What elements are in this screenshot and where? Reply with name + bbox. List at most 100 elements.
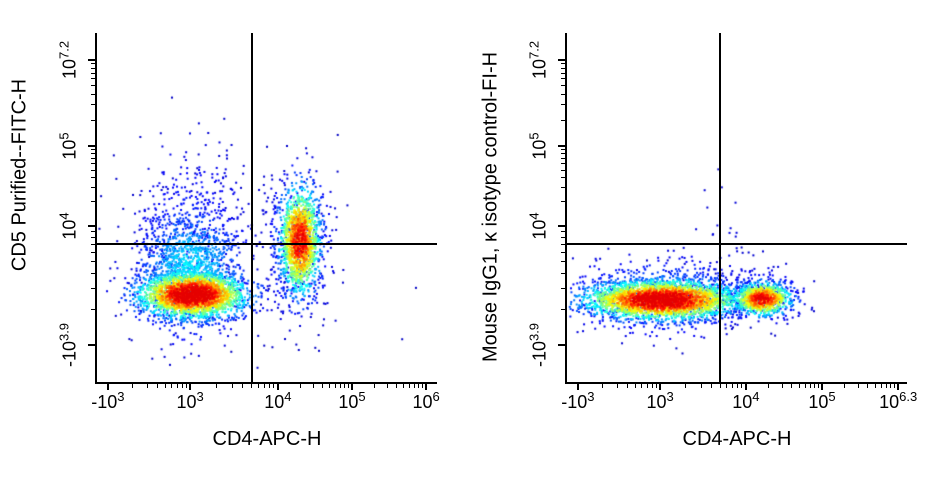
x-major-tick <box>425 384 428 390</box>
x-minor-tick <box>251 384 252 388</box>
tick-exponent: 5 <box>828 389 836 404</box>
x-minor-tick <box>335 384 336 388</box>
x-axis-title: CD4-APC-H <box>212 428 322 450</box>
x-minor-tick <box>313 384 314 388</box>
x-minor-tick <box>720 384 721 388</box>
y-minor-tick <box>561 273 565 274</box>
tick-exponent: 7.2 <box>526 40 542 59</box>
x-minor-tick <box>782 384 783 388</box>
x-minor-tick <box>329 384 330 388</box>
y-minor-tick <box>561 158 565 159</box>
y-minor-tick <box>561 73 565 74</box>
y-minor-tick <box>561 244 565 245</box>
y-minor-tick <box>561 68 565 69</box>
y-minor-tick <box>91 309 95 310</box>
y-minor-tick <box>561 78 565 79</box>
x-minor-tick <box>791 384 792 388</box>
x-minor-tick <box>858 384 859 388</box>
tick-base: 10 <box>412 392 433 412</box>
y-minor-tick <box>91 252 95 253</box>
y-minor-tick <box>91 73 95 74</box>
x-minor-tick <box>258 384 259 388</box>
x-minor-tick <box>641 384 642 388</box>
tick-exponent: 5 <box>526 132 542 140</box>
x-minor-tick <box>627 384 628 388</box>
x-tick-label: -103 <box>91 389 125 413</box>
quadrant-gate-horizontal <box>97 243 437 246</box>
x-minor-tick <box>805 384 806 388</box>
tick-exponent: 3 <box>666 389 674 404</box>
x-axis-line <box>565 382 907 384</box>
x-minor-tick <box>165 384 166 388</box>
y-tick-label: 104 <box>526 212 551 239</box>
y-major-tick <box>558 145 565 148</box>
y-minor-tick <box>561 170 565 171</box>
x-minor-tick <box>799 384 800 388</box>
tick-exponent: 3 <box>196 389 204 404</box>
x-minor-tick <box>867 384 868 388</box>
x-minor-tick <box>875 384 876 388</box>
y-major-tick <box>558 224 565 227</box>
x-major-tick <box>821 384 823 390</box>
plot-area: -103 103 104 105 106.3 -103.9 104 105 107.2 <box>527 33 917 412</box>
tick-exponent: 3 <box>587 389 595 404</box>
x-minor-tick <box>322 384 323 388</box>
y-minor-tick <box>561 177 565 178</box>
x-minor-tick <box>737 384 738 388</box>
x-minor-tick <box>886 384 887 388</box>
y-minor-tick <box>91 237 95 238</box>
x-minor-tick <box>701 384 702 388</box>
x-minor-tick <box>403 384 404 388</box>
x-tick-label: -103 <box>561 389 595 413</box>
x-tick-label: 105 <box>808 389 836 413</box>
x-tick-label: 104 <box>732 390 759 413</box>
y-tick-label: 107.2 <box>526 40 551 79</box>
tick-exponent: 5 <box>358 389 366 404</box>
y-minor-tick <box>561 261 565 262</box>
x-major-tick <box>576 384 579 390</box>
x-minor-tick <box>409 384 410 388</box>
x-minor-tick <box>617 384 618 388</box>
quadrant-gate-vertical <box>251 33 254 382</box>
scatter-density-canvas <box>567 33 907 382</box>
x-axis-line <box>95 382 437 384</box>
tick-exponent: 3 <box>117 389 125 404</box>
x-minor-tick <box>422 384 423 388</box>
tick-base: 10 <box>529 139 550 160</box>
y-minor-tick <box>91 104 95 105</box>
x-minor-tick <box>264 384 265 388</box>
y-tick-label: 105 <box>526 132 551 160</box>
x-minor-tick <box>374 384 375 388</box>
y-minor-tick <box>561 120 565 121</box>
tick-exponent: 6 <box>432 389 440 404</box>
x-minor-tick <box>182 384 183 388</box>
y-minor-tick <box>91 63 95 64</box>
tick-base: 10 <box>264 392 285 412</box>
y-minor-tick <box>561 63 565 64</box>
x-minor-tick <box>387 384 388 388</box>
x-minor-tick <box>656 384 657 388</box>
y-major-tick <box>88 224 95 227</box>
x-tick-label: 104 <box>264 390 291 413</box>
scatter-density-canvas <box>97 33 437 382</box>
y-minor-tick <box>561 153 565 154</box>
tick-base: 10 <box>808 392 829 412</box>
x-minor-tick <box>685 384 686 388</box>
x-minor-tick <box>881 384 882 388</box>
tick-exponent: 4 <box>526 212 542 220</box>
x-minor-tick <box>890 384 891 388</box>
y-minor-tick <box>91 244 95 245</box>
x-minor-tick <box>186 384 187 388</box>
x-minor-tick <box>300 384 301 388</box>
x-tick-label: 105 <box>338 389 366 413</box>
tick-exponent: 3.9 <box>526 322 542 342</box>
y-major-tick <box>558 344 565 346</box>
x-tick-label: 106.3 <box>879 390 917 413</box>
y-minor-tick <box>561 252 565 253</box>
x-minor-tick <box>348 384 349 388</box>
y-axis-title: Mouse IgG1, κ isotype control-FI-H <box>479 51 502 363</box>
x-minor-tick <box>844 384 845 388</box>
y-major-tick <box>88 58 95 61</box>
x-minor-tick <box>635 384 636 388</box>
